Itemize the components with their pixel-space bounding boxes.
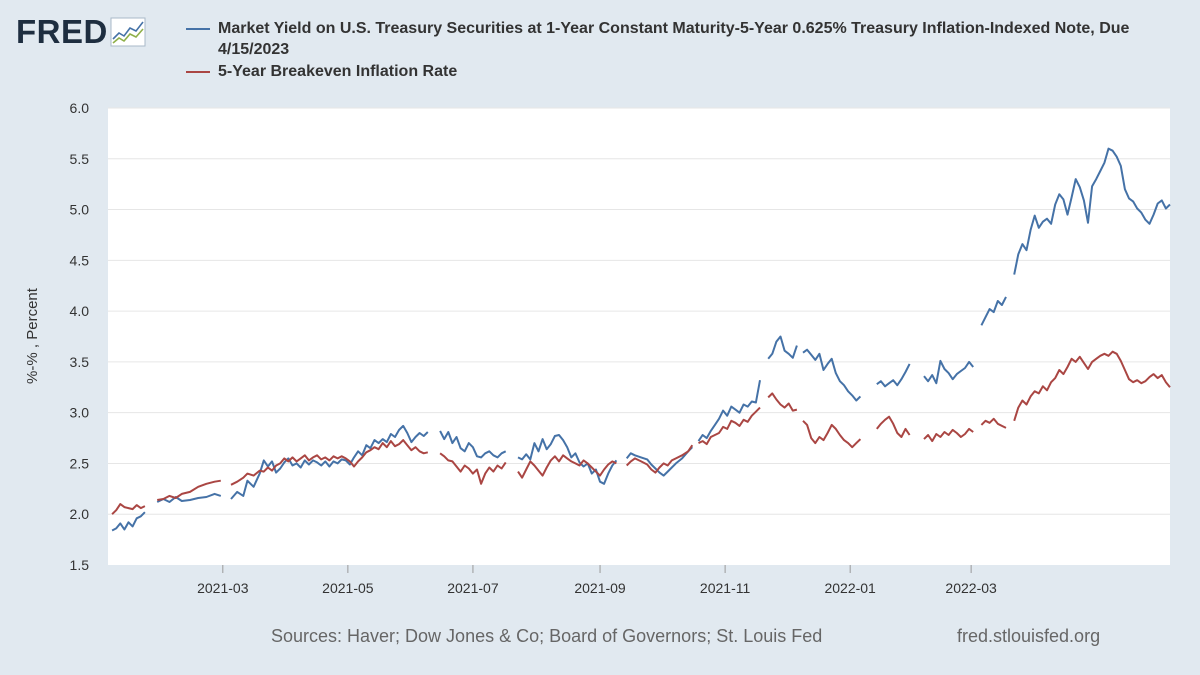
series-1-segment-5	[625, 444, 694, 474]
x-tick-label: 2021-03	[197, 580, 249, 596]
y-tick-label: 1.5	[70, 557, 90, 573]
series-lines	[111, 147, 1171, 532]
legend-swatch-red	[186, 71, 210, 73]
legend-label-breakeven: 5-Year Breakeven Inflation Rate	[218, 63, 458, 80]
series-1-segment-10	[923, 427, 974, 443]
series-0-segment-1	[156, 492, 222, 503]
series-0-segment-0	[111, 511, 146, 532]
grid-lines	[108, 107, 1170, 515]
y-tick-label: 3.0	[70, 405, 90, 421]
legend-swatch-blue	[186, 28, 210, 30]
x-tick-label: 2021-05	[322, 580, 374, 596]
series-1-segment-3	[439, 452, 507, 485]
y-axis-ticks: 1.5 2.0 2.5 3.0 3.5 4.0 4.5 5.0 5.5 6.0	[70, 100, 90, 573]
series-1-segment-9	[876, 415, 911, 438]
x-tick-label: 2021-09	[574, 580, 626, 596]
series-0-segment-10	[923, 359, 974, 385]
y-tick-label: 3.5	[70, 354, 90, 370]
series-0-segment-5	[625, 446, 694, 477]
series-1-segment-12	[1013, 350, 1171, 422]
x-tick-label: 2022-01	[824, 580, 876, 596]
series-1-segment-8	[802, 420, 862, 449]
trend-chart-icon	[110, 17, 146, 47]
plot-area	[108, 108, 1170, 565]
sources-credit: Sources: Haver; Dow Jones & Co; Board of…	[271, 626, 823, 646]
series-1-segment-0	[111, 503, 146, 515]
x-axis-ticks: 2021-03 2021-05 2021-07 2021-09 2021-11 2022-…	[197, 565, 997, 596]
series-0-segment-9	[876, 363, 911, 388]
x-tick-label: 2021-07	[447, 580, 499, 596]
series-0-segment-11	[980, 296, 1007, 326]
y-tick-label: 5.0	[70, 202, 90, 218]
logo-text: FRED	[16, 13, 108, 50]
series-0-segment-8	[802, 348, 862, 402]
series-0-segment-3	[439, 430, 507, 459]
y-axis-title: %-% , Percent	[24, 287, 41, 384]
y-tick-label: 4.0	[70, 303, 90, 319]
y-tick-label: 5.5	[70, 151, 90, 167]
y-tick-label: 4.5	[70, 252, 90, 268]
series-0-segment-4	[517, 434, 618, 485]
fred-url-link[interactable]: fred.stlouisfed.org	[957, 626, 1101, 646]
x-tick-label: 2021-11	[700, 580, 751, 596]
logo-icon-line-lower	[112, 28, 144, 44]
legend-item-breakeven[interactable]: 5-Year Breakeven Inflation Rate	[186, 61, 1176, 82]
legend-item-treasury[interactable]: Market Yield on U.S. Treasury Securities…	[186, 18, 1176, 60]
fred-logo[interactable]: FRED	[16, 14, 146, 50]
y-tick-label: 2.5	[70, 455, 90, 471]
series-1-segment-4	[517, 454, 617, 479]
y-tick-label: 2.0	[70, 506, 90, 522]
legend-label-treasury: Market Yield on U.S. Treasury Securities…	[218, 20, 1130, 58]
series-0-segment-2	[230, 424, 429, 500]
series-1-segment-6	[698, 406, 761, 446]
series-1-segment-7	[767, 392, 798, 412]
series-1-segment-11	[980, 417, 1007, 429]
series-0-segment-12	[1013, 147, 1171, 275]
series-0-segment-6	[697, 380, 761, 442]
series-1-segment-2	[230, 439, 429, 486]
series-0-segment-7	[767, 335, 798, 360]
logo-icon-line-upper	[112, 21, 144, 40]
series-1-segment-1	[157, 479, 221, 501]
chart-legend: Market Yield on U.S. Treasury Securities…	[186, 18, 1176, 82]
y-tick-label: 6.0	[70, 100, 90, 116]
x-tick-label: 2022-03	[945, 580, 997, 596]
